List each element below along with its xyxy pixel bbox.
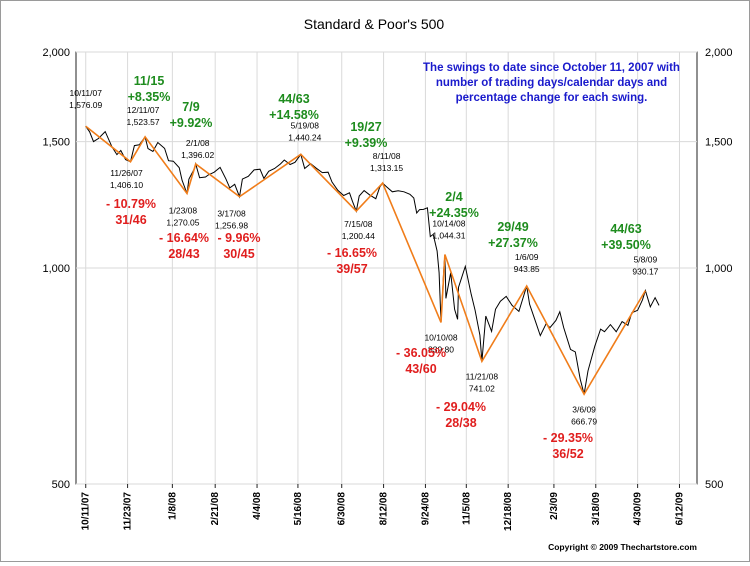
swing-line — [85, 125, 647, 396]
x-tick-label: 4/30/09 — [633, 492, 644, 526]
swing-point-date: 10/14/08 — [432, 218, 465, 228]
x-tick-label: 8/12/08 — [379, 492, 390, 526]
x-tick-label: 10/11/07 — [81, 492, 92, 531]
chart-title: Standard & Poor's 500 — [304, 16, 445, 32]
x-tick-label: 12/18/08 — [503, 492, 514, 531]
x-tick-label: 2/3/09 — [549, 492, 560, 520]
swing-days: 7/9 — [182, 100, 199, 114]
swing-point-date: 5/8/09 — [634, 255, 658, 265]
swing-point-date: 10/10/08 — [424, 332, 457, 342]
x-tick-label: 6/12/09 — [674, 492, 685, 526]
y-tick-label-right: 500 — [705, 479, 723, 491]
swing-point-date: 5/19/08 — [291, 120, 320, 130]
swing-point-date: 7/15/08 — [344, 219, 373, 229]
swing-days: 19/27 — [350, 120, 381, 134]
swing-point-value: 1,576.09 — [69, 100, 102, 110]
x-tick-label: 9/24/08 — [420, 492, 431, 526]
swing-point-value: 666.79 — [571, 416, 597, 426]
swing-days: 2/4 — [445, 190, 462, 204]
swing-pct: - 9.96% — [217, 231, 260, 245]
swing-days: 29/49 — [497, 220, 528, 234]
swing-days: 11/15 — [134, 74, 165, 88]
swing-pct: +9.39% — [345, 136, 388, 150]
swing-pct: +9.92% — [170, 116, 213, 130]
swing-point-value: 1,044.31 — [432, 230, 465, 240]
y-tick-label-right: 1,000 — [705, 263, 733, 275]
y-tick-label-left: 500 — [52, 479, 70, 491]
swing-pct: - 16.65% — [327, 246, 377, 260]
swing-days: 43/60 — [405, 362, 436, 376]
swing-days: 44/63 — [610, 222, 641, 236]
swing-point-value: 930.17 — [632, 267, 658, 277]
x-tick-label: 3/18/09 — [591, 492, 602, 526]
swing-point-value: 1,270.05 — [166, 218, 199, 228]
swing-point-labels: 10/11/07 1,576.09 11/26/07 1,406.10 12/11/07… — [69, 88, 658, 426]
swing-days: 36/52 — [552, 447, 583, 461]
swing-point-date: 8/11/08 — [373, 151, 401, 161]
swing-days: 39/57 — [336, 262, 367, 276]
swing-point-date: 11/21/08 — [466, 371, 499, 381]
x-axis-ticks: 10/11/07 11/23/07 1/8/08 2/21/08 4/4/08 5/16/… — [81, 484, 685, 531]
swing-pct: - 29.35% — [543, 431, 593, 445]
swing-pct: - 10.79% — [106, 197, 156, 211]
swing-days: 44/63 — [278, 92, 309, 106]
grid — [76, 51, 697, 485]
swing-point-value: 1,396.02 — [181, 150, 214, 160]
swing-pct: +27.37% — [488, 236, 538, 250]
swing-change-labels: - 10.79% 31/46 11/15 +8.35% - 16.64% 28/43 7/9… — [106, 74, 651, 461]
swing-point-date: 11/26/07 — [110, 168, 143, 178]
swing-pct: +8.35% — [128, 90, 171, 104]
x-tick-label: 1/8/08 — [167, 492, 178, 520]
swing-point-value: 1,256.98 — [215, 221, 248, 231]
y-tick-label-left: 1,500 — [42, 137, 70, 149]
swing-pct: - 16.64% — [159, 231, 209, 245]
swing-note: The swings to date since October 11, 200… — [423, 62, 680, 104]
swing-days: 30/45 — [223, 247, 254, 261]
y-axis-ticks: 500 500 1,000 1,000 1,500 1,500 2,000 2,000 — [42, 47, 732, 491]
swing-point-value: 741.02 — [469, 383, 495, 393]
swing-pct: +14.58% — [269, 108, 319, 122]
swing-point-date: 10/11/07 — [69, 88, 102, 98]
y-tick-label-right: 2,000 — [705, 47, 733, 59]
swing-pct: +24.35% — [429, 206, 479, 220]
swing-point-date: 3/6/09 — [572, 404, 596, 414]
y-tick-label-right: 1,500 — [705, 137, 733, 149]
swing-point-value: 1,406.10 — [110, 180, 143, 190]
swing-pct: - 29.04% — [436, 400, 486, 414]
swing-pct: +39.50% — [601, 238, 651, 252]
copyright: Copyright © 2009 Thechartstore.com — [548, 542, 697, 552]
x-tick-label: 4/4/08 — [252, 492, 263, 520]
y-tick-label-left: 1,000 — [42, 263, 70, 275]
x-tick-label: 6/30/08 — [337, 492, 348, 526]
swing-point-value: 1,440.24 — [288, 132, 321, 142]
swing-point-date: 1/6/09 — [515, 252, 539, 262]
swing-days: 28/38 — [445, 416, 476, 430]
x-tick-label: 2/21/08 — [210, 492, 221, 526]
x-tick-label: 11/23/07 — [123, 492, 134, 531]
x-tick-label: 11/5/08 — [461, 492, 472, 525]
swing-point-date: 3/17/08 — [217, 209, 246, 219]
swing-days: 31/46 — [115, 213, 146, 227]
swing-point-date: 1/23/08 — [169, 206, 198, 216]
swing-days: 28/43 — [168, 247, 199, 261]
x-tick-label: 5/16/08 — [293, 492, 304, 526]
swing-point-date: 2/1/08 — [186, 138, 210, 148]
swing-point-value: 943.85 — [514, 264, 540, 274]
swing-point-value: 1,313.15 — [370, 163, 403, 173]
swing-pct: - 36.05% — [396, 346, 446, 360]
y-tick-label-left: 2,000 — [42, 47, 70, 59]
swing-point-value: 1,523.57 — [127, 117, 160, 127]
swing-point-date: 12/11/07 — [127, 105, 160, 115]
swing-point-value: 1,200.44 — [342, 231, 375, 241]
swing-point-value: 839.80 — [428, 344, 454, 354]
